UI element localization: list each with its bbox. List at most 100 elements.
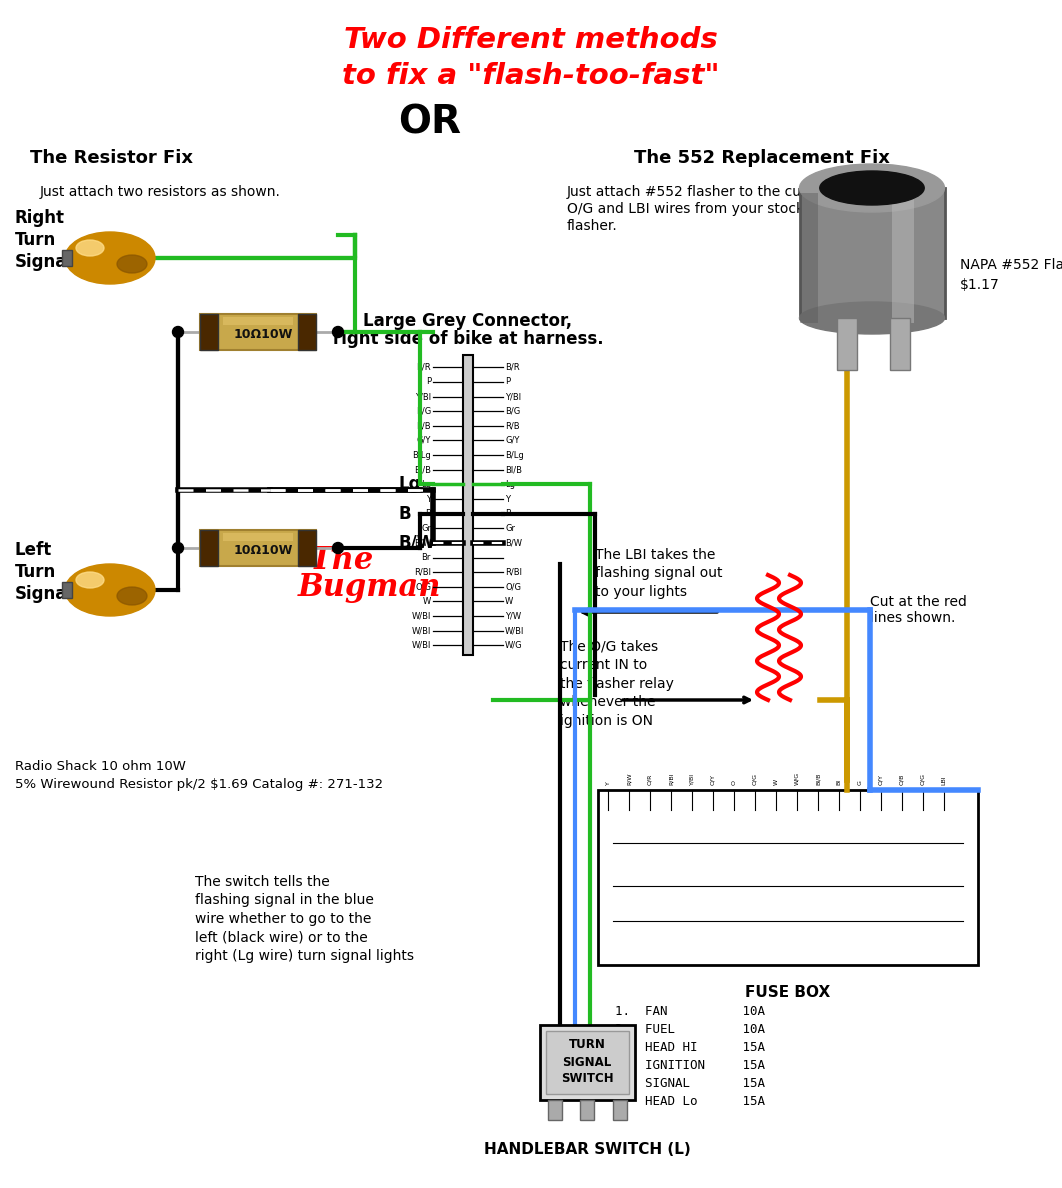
Ellipse shape xyxy=(800,302,944,334)
Text: 10Ω10W: 10Ω10W xyxy=(234,328,293,341)
Text: Large Grey Connector,: Large Grey Connector, xyxy=(363,312,572,330)
Text: R/B: R/B xyxy=(506,422,519,430)
Bar xyxy=(539,1025,635,1100)
Text: 5.  SIGNAL       15A: 5. SIGNAL 15A xyxy=(615,1078,765,1091)
Text: Bl/B: Bl/B xyxy=(506,466,523,474)
Bar xyxy=(223,317,293,326)
Text: Br: Br xyxy=(422,554,431,562)
Text: G/Y: G/Y xyxy=(416,436,431,446)
Circle shape xyxy=(332,327,343,337)
Text: W/Bl: W/Bl xyxy=(412,626,431,636)
Text: Gr: Gr xyxy=(421,524,431,532)
Ellipse shape xyxy=(800,164,944,211)
Ellipse shape xyxy=(65,232,155,284)
Text: B: B xyxy=(425,510,431,518)
Text: Y/W: Y/W xyxy=(506,612,521,620)
Text: W/Bl: W/Bl xyxy=(412,640,431,650)
Text: right side of bike at harness.: right side of bike at harness. xyxy=(332,330,603,348)
Text: Y/Bl: Y/Bl xyxy=(506,392,521,402)
Text: to fix a "flash-too-fast": to fix a "flash-too-fast" xyxy=(342,62,720,90)
Text: R/Bl: R/Bl xyxy=(668,772,673,785)
Circle shape xyxy=(172,327,184,337)
Bar xyxy=(613,1100,627,1120)
Text: W/Bl: W/Bl xyxy=(412,612,431,620)
Bar xyxy=(200,314,218,350)
Bar xyxy=(890,318,910,369)
Text: Just attach #552 flasher to the cut: Just attach #552 flasher to the cut xyxy=(567,185,807,200)
Text: Cut at the red
lines shown.: Cut at the red lines shown. xyxy=(870,595,966,625)
Text: P: P xyxy=(506,378,510,386)
Bar xyxy=(223,533,293,541)
Bar xyxy=(298,314,316,350)
Text: NAPA #552 Flasher: NAPA #552 Flasher xyxy=(960,258,1062,272)
Text: W: W xyxy=(423,596,431,606)
Text: Y: Y xyxy=(506,494,510,504)
Text: 2.  FUEL         10A: 2. FUEL 10A xyxy=(615,1023,765,1036)
Text: B/G: B/G xyxy=(506,406,520,416)
Text: O/G: O/G xyxy=(415,582,431,592)
Text: Two Different methods: Two Different methods xyxy=(344,26,718,53)
Text: B/Lg: B/Lg xyxy=(506,450,524,460)
Bar xyxy=(200,530,316,565)
Bar xyxy=(546,1031,629,1094)
Text: O/G: O/G xyxy=(921,773,925,785)
Text: W/G: W/G xyxy=(506,640,523,650)
Text: B/W: B/W xyxy=(414,538,431,548)
Ellipse shape xyxy=(820,171,924,206)
Bar xyxy=(598,790,978,965)
Text: Y/Bl: Y/Bl xyxy=(415,392,431,402)
Text: W/Bl: W/Bl xyxy=(506,626,525,636)
Text: O/G and LBI wires from your stock: O/G and LBI wires from your stock xyxy=(567,202,804,216)
Text: B/Lg: B/Lg xyxy=(412,450,431,460)
Text: G/Y: G/Y xyxy=(506,436,519,446)
Text: The switch tells the
flashing signal in the blue
wire whether to go to the
left : The switch tells the flashing signal in … xyxy=(195,876,414,962)
Text: 10Ω10W: 10Ω10W xyxy=(234,543,293,556)
Circle shape xyxy=(172,543,184,554)
Text: flasher.: flasher. xyxy=(567,219,618,233)
Ellipse shape xyxy=(76,240,104,255)
Text: W: W xyxy=(773,779,778,785)
Text: The O/G takes
current IN to
the flasher relay
whenever the
ignition is ON: The O/G takes current IN to the flasher … xyxy=(560,640,674,727)
Ellipse shape xyxy=(76,571,104,588)
Text: R/Bl: R/Bl xyxy=(414,568,431,576)
Text: O/G: O/G xyxy=(506,582,521,592)
Ellipse shape xyxy=(117,587,147,605)
Ellipse shape xyxy=(65,564,155,617)
Text: LBl: LBl xyxy=(942,776,946,785)
Text: Left
Turn
Signal: Left Turn Signal xyxy=(15,541,73,604)
Text: R/B: R/B xyxy=(416,422,431,430)
Text: TURN
SIGNAL
SWITCH: TURN SIGNAL SWITCH xyxy=(561,1038,614,1086)
Text: Y: Y xyxy=(426,494,431,504)
Text: B/R: B/R xyxy=(416,362,431,372)
Text: Right
Turn
Signal: Right Turn Signal xyxy=(15,209,73,271)
Text: O/R: O/R xyxy=(648,773,652,785)
Text: The 552 Replacement Fix: The 552 Replacement Fix xyxy=(634,148,890,168)
Bar xyxy=(892,192,914,323)
Text: Lg: Lg xyxy=(506,480,515,489)
Text: Y: Y xyxy=(605,782,611,785)
Bar xyxy=(62,582,72,598)
Text: Bl/B: Bl/B xyxy=(414,466,431,474)
Text: B: B xyxy=(506,510,511,518)
Text: $1.17: $1.17 xyxy=(960,278,999,292)
Text: 6.  HEAD Lo      15A: 6. HEAD Lo 15A xyxy=(615,1095,765,1108)
Text: O/B: O/B xyxy=(900,773,905,785)
Text: Lg: Lg xyxy=(398,475,421,493)
Text: B/G: B/G xyxy=(415,406,431,416)
Text: B/R: B/R xyxy=(506,362,519,372)
Bar xyxy=(200,530,218,565)
Text: The LBI takes the
flashing signal out
to your lights: The LBI takes the flashing signal out to… xyxy=(595,548,722,599)
Text: 5% Wirewound Resistor pk/2 $1.69 Catalog #: 271-132: 5% Wirewound Resistor pk/2 $1.69 Catalog… xyxy=(15,778,383,791)
Bar xyxy=(463,355,473,655)
Text: Lg: Lg xyxy=(421,480,431,489)
Bar xyxy=(837,318,857,369)
Text: Just attach two resistors as shown.: Just attach two resistors as shown. xyxy=(40,185,280,200)
Text: P: P xyxy=(426,378,431,386)
Bar xyxy=(298,530,316,565)
Text: B/W: B/W xyxy=(506,538,523,548)
Bar xyxy=(200,314,316,350)
Text: W/G: W/G xyxy=(794,772,800,785)
Text: The: The xyxy=(310,545,374,576)
Text: Bl: Bl xyxy=(837,779,841,785)
Text: O: O xyxy=(732,781,737,785)
